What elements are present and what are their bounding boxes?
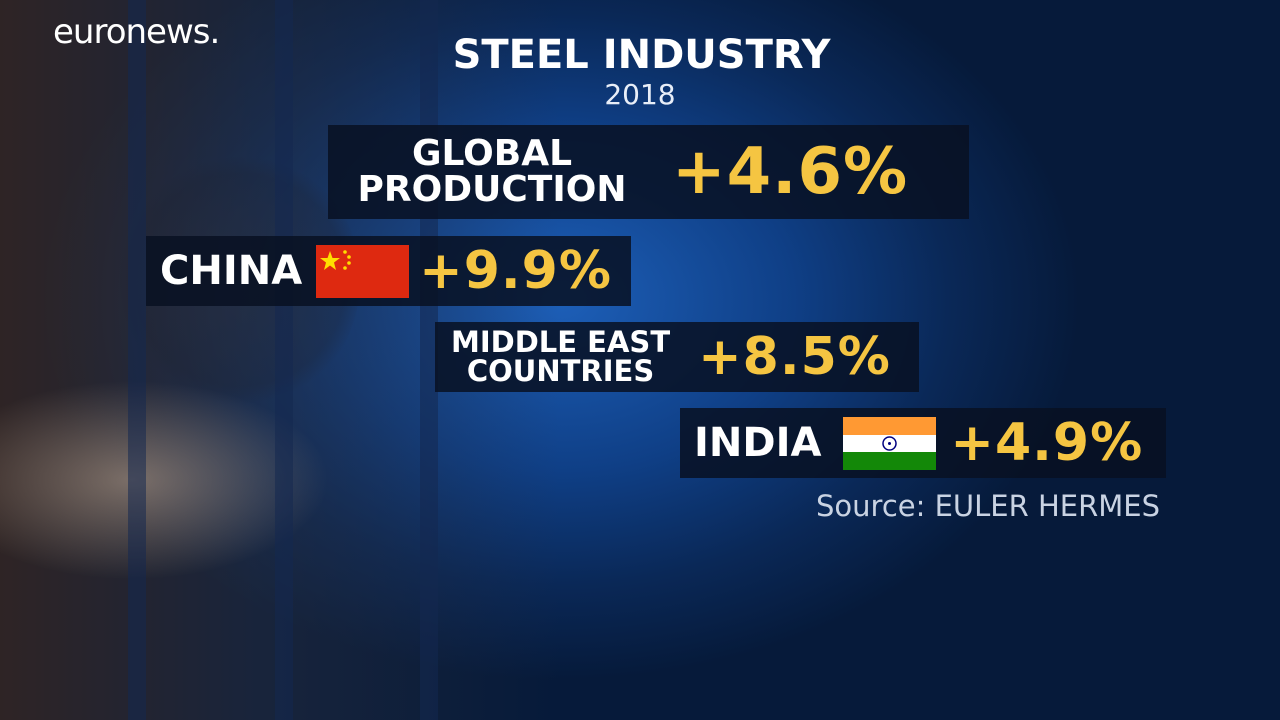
- stat-label: MIDDLE EAST COUNTRIES: [451, 328, 670, 386]
- stat-value: +4.9%: [950, 413, 1144, 473]
- stat-box: INDIA +4.9%: [680, 408, 1166, 478]
- stat-box: GLOBAL PRODUCTION +4.6%: [328, 125, 969, 219]
- subtitle: 2018: [604, 78, 676, 111]
- label-line: PRODUCTION: [357, 169, 627, 210]
- stat-value: +9.9%: [419, 241, 612, 301]
- title: STEEL INDUSTRY: [452, 32, 831, 78]
- source: Source: EULER HERMES: [816, 489, 1161, 523]
- stat-label: INDIA: [694, 420, 822, 466]
- china-flag: [316, 244, 410, 298]
- stat-label: GLOBAL PRODUCTION: [342, 136, 642, 208]
- background-pillar: [275, 0, 293, 720]
- stat-label: CHINA: [160, 248, 303, 294]
- stat-box: CHINA +9.9%: [146, 236, 631, 306]
- label-line: COUNTRIES: [466, 354, 655, 388]
- background-pillar: [128, 0, 146, 720]
- india-flag: [843, 416, 937, 470]
- stat-value: +8.5%: [698, 327, 891, 387]
- stat-value: +4.6%: [672, 135, 909, 209]
- label-line: MIDDLE EAST: [451, 325, 671, 359]
- stat-box: MIDDLE EAST COUNTRIES +8.5%: [435, 322, 919, 392]
- label-line: GLOBAL: [411, 133, 573, 174]
- logo: euronews.: [53, 12, 220, 52]
